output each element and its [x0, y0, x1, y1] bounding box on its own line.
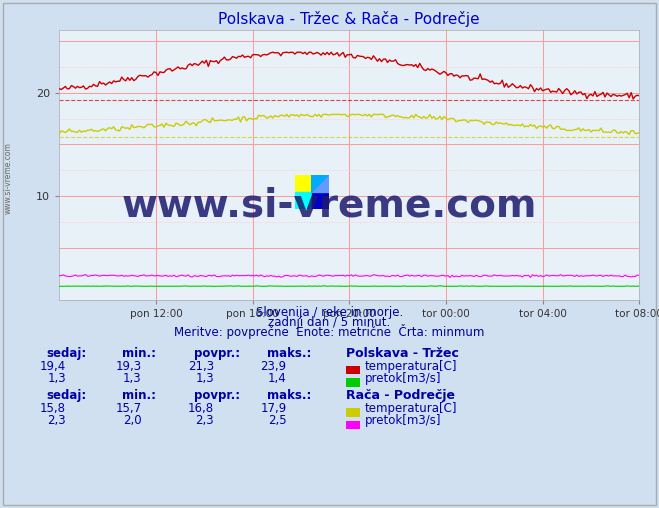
Text: temperatura[C]: temperatura[C]: [364, 360, 457, 373]
Text: povpr.:: povpr.:: [194, 389, 241, 402]
Title: Polskava - Tržec & Rača - Podrečje: Polskava - Tržec & Rača - Podrečje: [218, 11, 480, 26]
Text: 2,5: 2,5: [268, 414, 287, 427]
Polygon shape: [312, 175, 329, 192]
Text: povpr.:: povpr.:: [194, 346, 241, 360]
Text: maks.:: maks.:: [267, 389, 311, 402]
Text: 1,3: 1,3: [47, 372, 66, 385]
Text: 1,3: 1,3: [196, 372, 214, 385]
Text: 21,3: 21,3: [188, 360, 214, 373]
Text: www.si-vreme.com: www.si-vreme.com: [4, 142, 13, 214]
Text: temperatura[C]: temperatura[C]: [364, 402, 457, 415]
Text: Slovenija / reke in morje.: Slovenija / reke in morje.: [256, 306, 403, 319]
Text: 19,4: 19,4: [40, 360, 66, 373]
Text: 2,3: 2,3: [196, 414, 214, 427]
Text: 17,9: 17,9: [260, 402, 287, 415]
Text: Meritve: povprečne  Enote: metrične  Črta: minmum: Meritve: povprečne Enote: metrične Črta:…: [175, 324, 484, 339]
Text: pretok[m3/s]: pretok[m3/s]: [364, 414, 441, 427]
Bar: [295, 192, 312, 209]
Text: www.si-vreme.com: www.si-vreme.com: [122, 187, 537, 225]
Text: 15,7: 15,7: [115, 402, 142, 415]
Text: sedaj:: sedaj:: [46, 346, 86, 360]
Text: maks.:: maks.:: [267, 346, 311, 360]
Text: 1,3: 1,3: [123, 372, 142, 385]
Text: 2,3: 2,3: [47, 414, 66, 427]
Bar: [312, 192, 329, 209]
Text: zadnji dan / 5 minut.: zadnji dan / 5 minut.: [268, 316, 391, 329]
Text: 15,8: 15,8: [40, 402, 66, 415]
Text: 1,4: 1,4: [268, 372, 287, 385]
Text: sedaj:: sedaj:: [46, 389, 86, 402]
Text: Polskava - Tržec: Polskava - Tržec: [346, 346, 459, 360]
Text: 19,3: 19,3: [115, 360, 142, 373]
Text: 2,0: 2,0: [123, 414, 142, 427]
Text: 16,8: 16,8: [188, 402, 214, 415]
Polygon shape: [312, 175, 329, 192]
Text: min.:: min.:: [122, 389, 156, 402]
Text: 23,9: 23,9: [260, 360, 287, 373]
Text: min.:: min.:: [122, 346, 156, 360]
Text: Rača - Podrečje: Rača - Podrečje: [346, 389, 455, 402]
Bar: [295, 175, 312, 192]
Text: pretok[m3/s]: pretok[m3/s]: [364, 372, 441, 385]
